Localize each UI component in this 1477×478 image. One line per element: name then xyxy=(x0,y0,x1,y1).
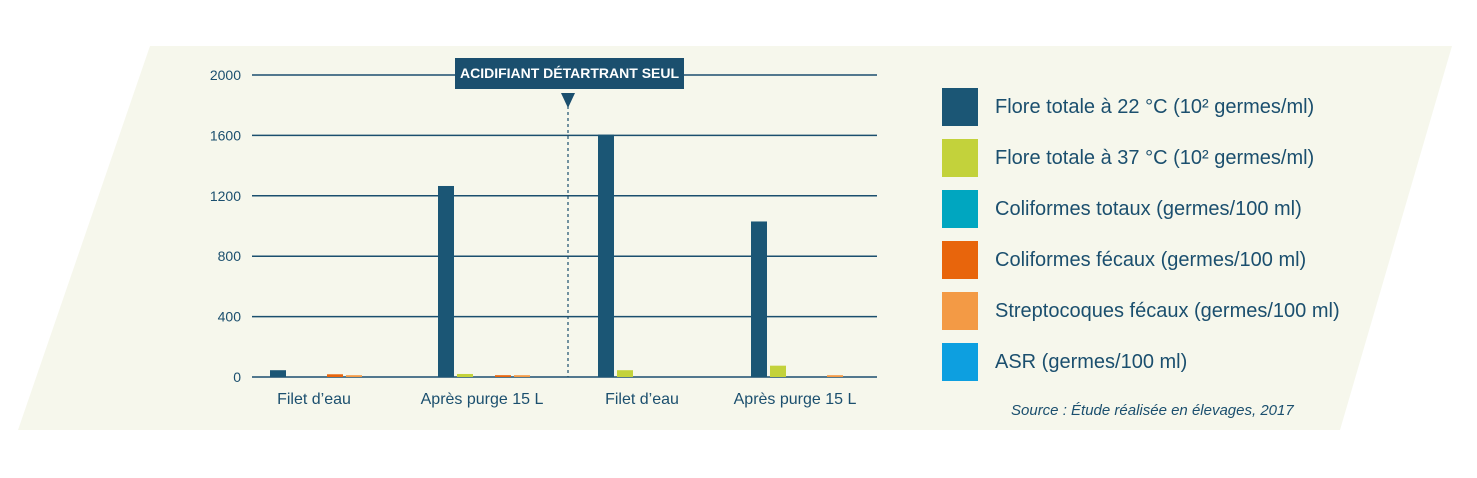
bar xyxy=(598,134,614,377)
legend-swatch xyxy=(942,343,978,381)
legend-swatch xyxy=(942,292,978,330)
bar xyxy=(346,375,362,377)
y-tick-label: 2000 xyxy=(210,67,241,83)
legend-label: Coliformes totaux (germes/100 ml) xyxy=(995,198,1302,220)
bar xyxy=(438,185,454,377)
legend-label: Flore totale à 22 °C (10² germes/ml) xyxy=(995,96,1315,118)
y-tick-label: 0 xyxy=(233,369,241,385)
legend-label: Streptocoques fécaux (germes/100 ml) xyxy=(995,300,1340,322)
legend-label: ASR (germes/100 ml) xyxy=(995,351,1188,373)
bar xyxy=(617,370,633,377)
annotation-arrow xyxy=(561,93,575,108)
x-tick-label: Après purge 15 L xyxy=(734,391,857,408)
legend-swatch xyxy=(942,88,978,126)
bar xyxy=(751,221,767,377)
y-axis-ticks: 0 400 800 1200 1600 2000 xyxy=(210,67,241,385)
x-tick-label: Après purge 15 L xyxy=(421,391,544,408)
bar xyxy=(514,375,530,377)
legend-item: Coliformes totaux (germes/100 ml) xyxy=(942,190,1362,228)
legend-item: Flore totale à 22 °C (10² germes/ml) xyxy=(942,88,1362,126)
annotation-callout: ACIDIFIANT DÉTARTRANT SEUL xyxy=(455,58,684,89)
y-tick-label: 1600 xyxy=(210,127,241,143)
legend-swatch xyxy=(942,241,978,279)
y-tick-label: 400 xyxy=(218,309,242,325)
source-note: Source : Étude réalisée en élevages, 201… xyxy=(1011,402,1294,419)
bar xyxy=(827,375,843,377)
bar xyxy=(457,373,473,377)
bar xyxy=(770,365,786,377)
y-tick-label: 1200 xyxy=(210,188,241,204)
x-tick-label: Filet d’eau xyxy=(277,391,351,408)
gridlines xyxy=(252,74,877,378)
x-tick-label: Filet d’eau xyxy=(605,391,679,408)
legend-swatch xyxy=(942,190,978,228)
bars xyxy=(270,134,843,377)
bar xyxy=(495,375,511,377)
legend-item: Streptocoques fécaux (germes/100 ml) xyxy=(942,292,1362,330)
legend-item: Coliformes fécaux (germes/100 ml) xyxy=(942,241,1362,279)
legend-label: Coliformes fécaux (germes/100 ml) xyxy=(995,249,1307,271)
legend-item: Flore totale à 37 °C (10² germes/ml) xyxy=(942,139,1362,177)
legend-item: ASR (germes/100 ml) xyxy=(942,343,1362,381)
x-axis-ticks: Filet d’eau Après purge 15 L Filet d’eau Ap… xyxy=(277,391,856,408)
legend-label: Flore totale à 37 °C (10² germes/ml) xyxy=(995,147,1315,169)
bar xyxy=(270,370,286,377)
legend-swatch xyxy=(942,139,978,177)
y-tick-label: 800 xyxy=(218,248,242,264)
bar xyxy=(327,374,343,377)
